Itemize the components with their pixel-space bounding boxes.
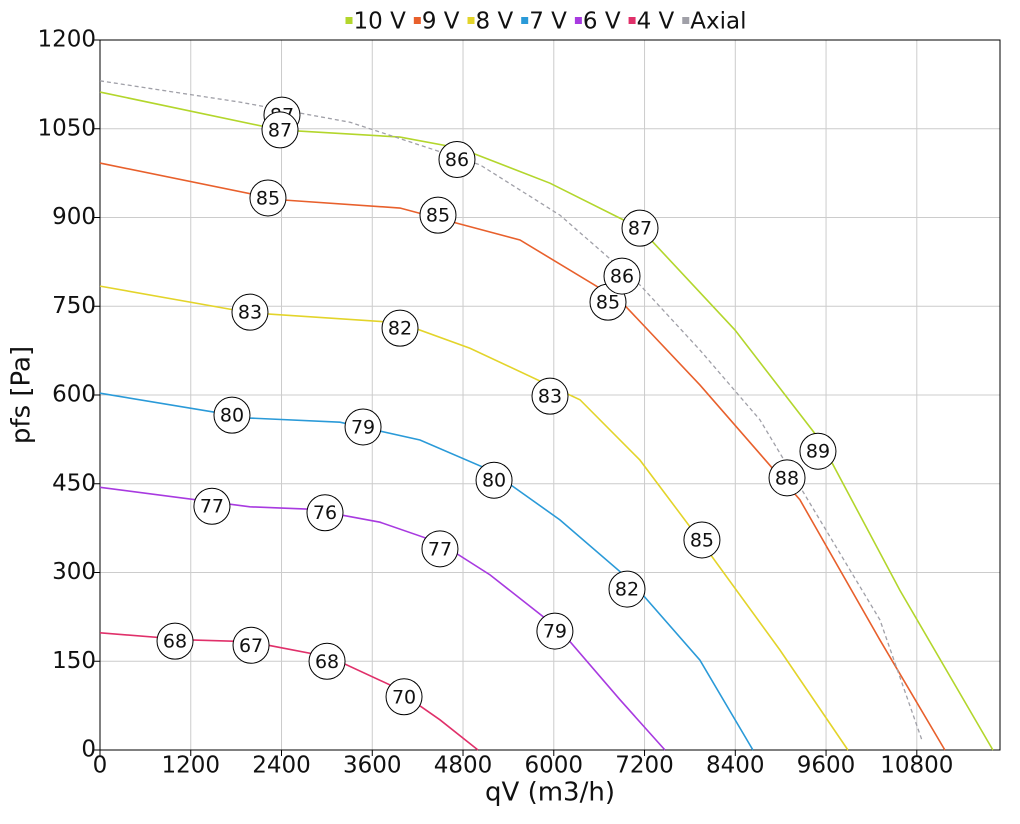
legend: 10 V 9 V 8 V 7 V 6 V 4 V Axial <box>345 9 746 35</box>
legend-label: 6 V <box>583 9 621 35</box>
efficiency-label: 70 <box>392 686 416 708</box>
efficiency-marker <box>419 196 457 234</box>
x-tick-label: 1200 <box>161 753 220 779</box>
efficiency-label: 85 <box>426 205 450 227</box>
plot-frame <box>99 39 1001 751</box>
legend-swatch <box>574 17 582 24</box>
efficiency-marker <box>438 141 476 179</box>
efficiency-label: 83 <box>538 386 562 408</box>
y-tick-label: 750 <box>52 293 96 319</box>
legend-swatch <box>345 17 353 24</box>
efficiency-label: 76 <box>313 502 337 524</box>
y-axis-label: pfs [Pa] <box>7 346 37 444</box>
efficiency-marker <box>768 459 806 497</box>
efficiency-marker <box>531 377 569 415</box>
y-tick-label: 1200 <box>37 27 96 53</box>
efficiency-label: 82 <box>615 579 639 601</box>
efficiency-label: 88 <box>775 467 799 489</box>
series-line <box>99 486 666 751</box>
efficiency-marker <box>231 293 269 331</box>
efficiency-marker <box>475 461 513 499</box>
x-axis-label: qV (m3/h) <box>485 778 615 808</box>
legend-label: Axial <box>690 9 746 35</box>
y-tick-label: 900 <box>52 204 96 230</box>
series-line <box>99 91 994 751</box>
efficiency-label: 67 <box>239 635 263 657</box>
efficiency-label: 80 <box>482 470 506 492</box>
efficiency-marker <box>213 396 251 434</box>
x-tick-label: 0 <box>93 753 108 779</box>
efficiency-marker <box>249 179 287 217</box>
legend-label: 10 V <box>354 9 407 35</box>
efficiency-marker <box>608 570 646 608</box>
efficiency-label: 85 <box>596 292 620 314</box>
x-tick-label: 7200 <box>615 753 674 779</box>
efficiency-label: 68 <box>163 631 187 653</box>
efficiency-label: 83 <box>238 302 262 324</box>
legend-label: 7 V <box>529 9 567 35</box>
efficiency-label: 80 <box>220 405 244 427</box>
efficiency-label: 77 <box>200 496 224 518</box>
efficiency-marker <box>232 626 270 664</box>
x-tick-label: 8400 <box>706 753 765 779</box>
efficiency-label: 79 <box>351 416 375 438</box>
y-tick-label: 0 <box>81 737 96 763</box>
legend-label: 4 V <box>637 9 675 35</box>
efficiency-marker <box>621 209 659 247</box>
efficiency-marker <box>683 521 721 559</box>
x-tick-label: 4800 <box>434 753 493 779</box>
x-tick-label: 6000 <box>525 753 584 779</box>
efficiency-marker <box>421 530 459 568</box>
efficiency-label: 85 <box>690 529 714 551</box>
legend-swatch <box>413 17 421 24</box>
legend-swatch <box>682 17 690 24</box>
efficiency-label: 77 <box>428 538 452 560</box>
efficiency-label: 89 <box>806 441 830 463</box>
y-tick-label: 150 <box>52 648 96 674</box>
x-tick-label: 9600 <box>797 753 856 779</box>
efficiency-label: 87 <box>628 218 652 240</box>
series-line <box>99 80 923 741</box>
efficiency-marker <box>261 111 299 149</box>
y-tick-label: 300 <box>52 559 96 585</box>
x-tick-label: 10800 <box>880 753 953 779</box>
efficiency-marker <box>308 642 346 680</box>
legend-swatch <box>521 17 529 24</box>
series-line <box>99 392 754 751</box>
efficiency-label: 79 <box>543 621 567 643</box>
x-tick-label: 3600 <box>343 753 402 779</box>
y-tick-label: 450 <box>52 470 96 496</box>
series-line <box>99 285 849 751</box>
efficiency-label: 85 <box>256 187 280 209</box>
y-tick-label: 1050 <box>37 115 96 141</box>
efficiency-marker <box>344 408 382 446</box>
efficiency-marker <box>306 494 344 532</box>
y-tick-label: 600 <box>52 382 96 408</box>
efficiency-label: 82 <box>388 318 412 340</box>
efficiency-marker <box>536 612 574 650</box>
legend-label: 8 V <box>476 9 514 35</box>
efficiency-marker <box>799 432 837 470</box>
legend-swatch <box>628 17 636 24</box>
efficiency-label: 68 <box>315 651 339 673</box>
efficiency-marker <box>193 487 231 525</box>
x-tick-label: 2400 <box>252 753 311 779</box>
efficiency-marker <box>156 622 194 660</box>
efficiency-label: 87 <box>268 119 292 141</box>
legend-swatch <box>467 17 475 24</box>
efficiency-marker <box>381 309 419 347</box>
efficiency-marker <box>385 678 423 716</box>
efficiency-label: 86 <box>445 149 469 171</box>
efficiency-label: 86 <box>610 266 634 288</box>
efficiency-marker <box>603 257 641 295</box>
legend-label: 9 V <box>422 9 460 35</box>
